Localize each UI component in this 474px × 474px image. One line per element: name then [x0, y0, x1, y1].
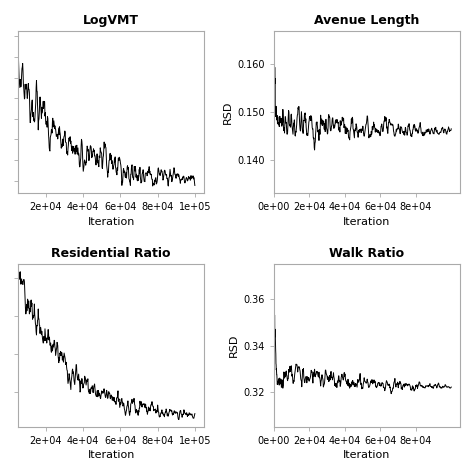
X-axis label: Iteration: Iteration	[87, 450, 135, 460]
Title: LogVMT: LogVMT	[83, 14, 139, 27]
X-axis label: Iteration: Iteration	[343, 217, 391, 227]
X-axis label: Iteration: Iteration	[343, 450, 391, 460]
X-axis label: Iteration: Iteration	[87, 217, 135, 227]
Y-axis label: RSD: RSD	[229, 334, 239, 357]
Title: Avenue Length: Avenue Length	[314, 14, 420, 27]
Title: Residential Ratio: Residential Ratio	[51, 247, 171, 260]
Title: Walk Ratio: Walk Ratio	[329, 247, 405, 260]
Y-axis label: RSD: RSD	[223, 100, 233, 124]
